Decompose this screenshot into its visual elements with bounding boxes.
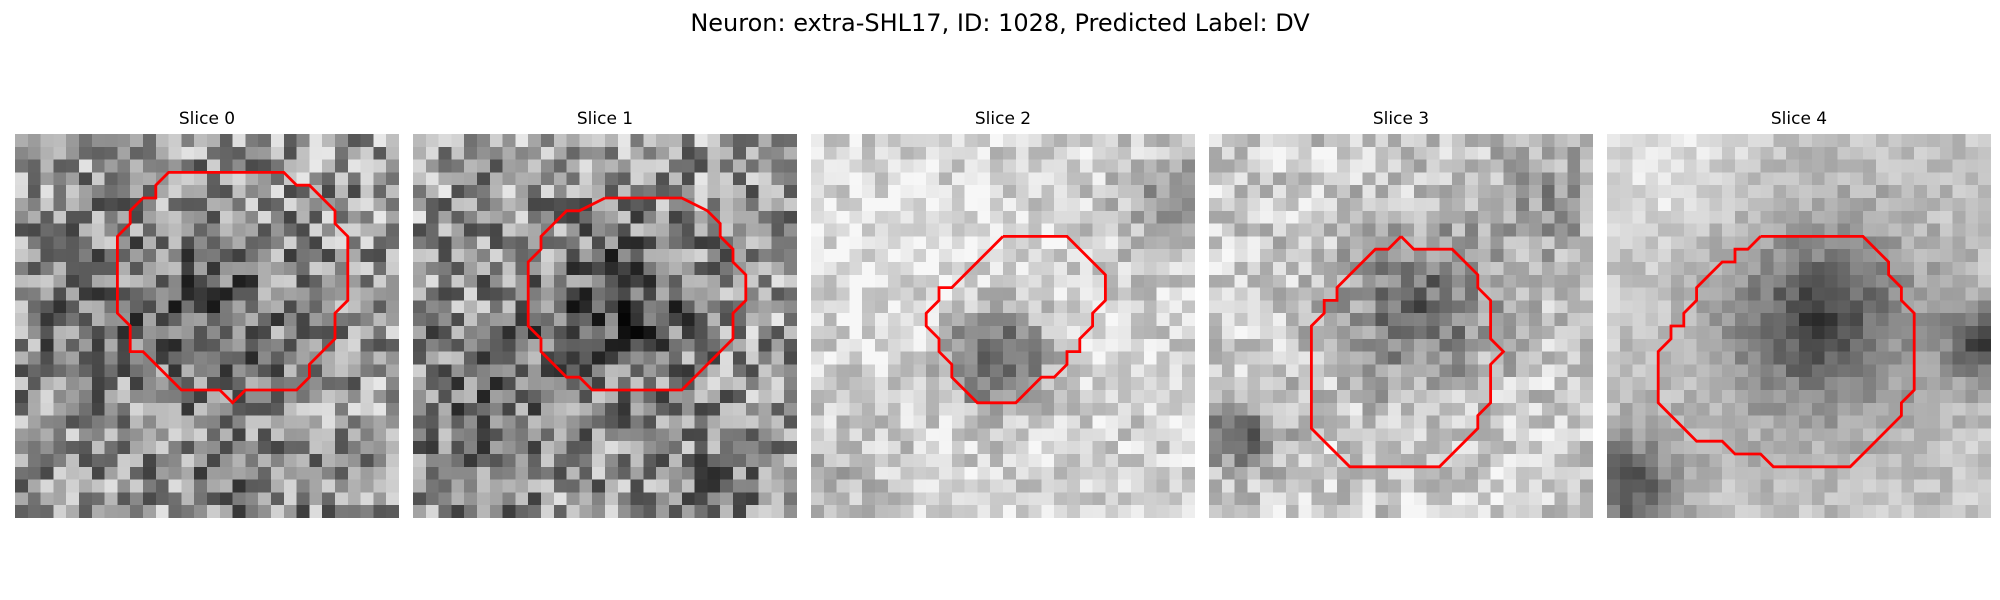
slice-1-contour — [526, 196, 748, 392]
slice-0-canvas — [15, 134, 399, 518]
slice-1-pixels — [413, 134, 797, 518]
slice-2-canvas — [811, 134, 1195, 518]
slice-4-pixels — [1607, 134, 1991, 518]
slice-0-image — [15, 134, 399, 518]
slice-1-title: Slice 1 — [576, 109, 634, 129]
slice-3-canvas — [1209, 134, 1593, 518]
slice-4-title: Slice 4 — [1770, 109, 1828, 129]
slice-3-image — [1209, 134, 1593, 518]
slice-3-title: Slice 3 — [1372, 109, 1430, 129]
slice-3-pixels — [1209, 134, 1593, 518]
slice-0-contour — [115, 170, 350, 405]
slice-4-image — [1607, 134, 1991, 518]
slice-3-contour — [1309, 235, 1506, 469]
slice-1-image — [413, 134, 797, 518]
slice-4-contour — [1656, 234, 1916, 469]
slice-2-contour — [924, 234, 1107, 405]
slice-1-canvas — [413, 134, 797, 518]
slice-0-title: Slice 0 — [178, 109, 236, 129]
slice-4-canvas — [1607, 134, 1991, 518]
figure-title: Neuron: extra-SHL17, ID: 1028, Predicted… — [690, 9, 1310, 37]
slice-2-title: Slice 2 — [974, 109, 1032, 129]
slice-0-pixels — [15, 134, 399, 518]
slice-2-image — [811, 134, 1195, 518]
slice-2-pixels — [811, 134, 1195, 518]
